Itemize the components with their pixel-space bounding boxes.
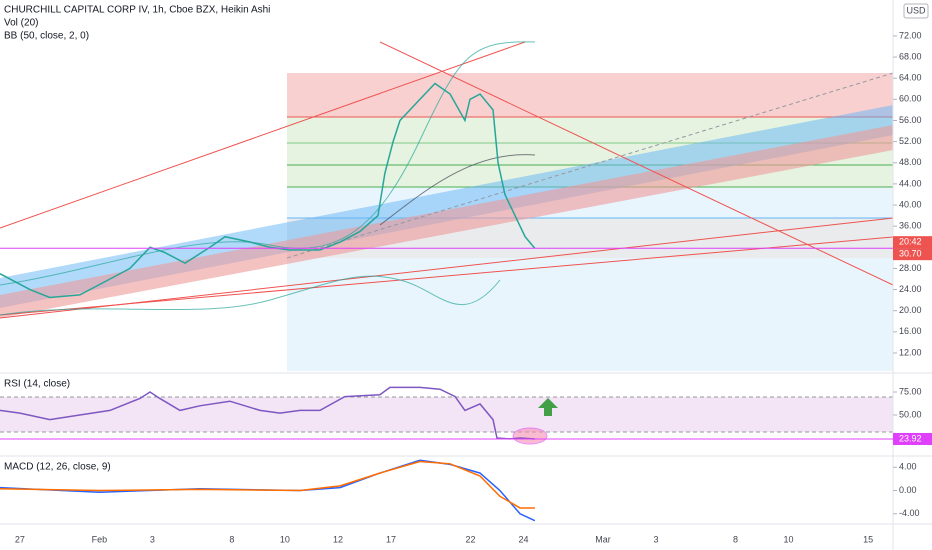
series-line (0, 460, 535, 509)
chart-title: CHURCHILL CAPITAL CORP IV, 1h, Cboe BZX,… (4, 5, 270, 16)
y-tick-label: 48.00 (899, 157, 922, 167)
x-tick-label: 8 (229, 534, 234, 544)
price-marker: 30.70 (899, 249, 922, 259)
x-tick-label: 22 (465, 534, 475, 544)
y-tick-label: 24.00 (899, 284, 922, 294)
x-tick-label: Mar (595, 534, 611, 544)
x-tick-label: 10 (784, 534, 794, 544)
x-tick-label: 12 (333, 534, 343, 544)
x-tick-label: 15 (863, 534, 873, 544)
y-tick-label: 68.00 (899, 51, 922, 61)
x-tick-label: 8 (733, 534, 738, 544)
x-tick-label: 3 (654, 534, 659, 544)
pane-title: MACD (12, 26, close, 9) (4, 462, 111, 473)
y-tick-label: 4.00 (899, 462, 917, 472)
y-tick-label: 64.00 (899, 73, 922, 83)
rsi-marker: 23.92 (899, 433, 922, 443)
currency: USD (906, 5, 926, 15)
series-line (0, 82, 536, 299)
y-tick-label: 72.00 (899, 30, 922, 40)
x-tick-label: 24 (518, 534, 528, 544)
rsi-marker-box (893, 432, 932, 445)
price-marker-box (893, 248, 932, 261)
y-tick-label: 36.00 (899, 221, 922, 231)
countdown: 20:42 (899, 237, 922, 247)
y-tick-label: 75.00 (899, 386, 922, 396)
x-tick-label: 3 (150, 534, 155, 544)
y-tick-label: 56.00 (899, 115, 922, 125)
y-tick-label: 20.00 (899, 305, 922, 315)
y-tick-label: 0.00 (899, 485, 917, 495)
x-tick-label: Feb (92, 534, 108, 544)
indicator-label: Vol (20) (4, 18, 38, 29)
pane-title: RSI (14, close) (4, 379, 70, 390)
y-tick-label: 12.00 (899, 347, 922, 357)
x-tick-label: 17 (386, 534, 396, 544)
x-tick-label: 10 (280, 534, 290, 544)
y-tick-label: 60.00 (899, 94, 922, 104)
y-tick-label: 50.00 (899, 409, 922, 419)
y-tick-label: -4.00 (899, 508, 920, 518)
y-tick-label: 28.00 (899, 263, 922, 273)
x-tick-label: 27 (15, 534, 25, 544)
countdown-box (893, 236, 932, 249)
y-tick-label: 44.00 (899, 178, 922, 188)
indicator-label: BB (50, close, 2, 0) (4, 31, 89, 42)
y-tick-label: 52.00 (899, 136, 922, 146)
y-tick-label: 40.00 (899, 199, 922, 209)
y-tick-label: 16.00 (899, 326, 922, 336)
series-line (0, 386, 535, 440)
